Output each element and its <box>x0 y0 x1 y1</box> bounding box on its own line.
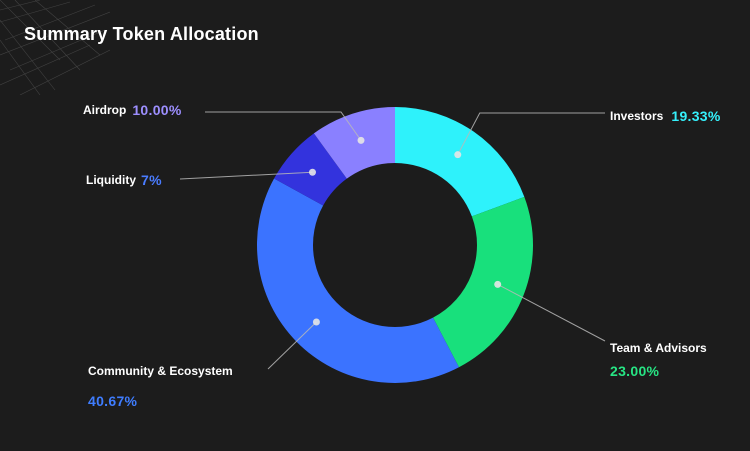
airdrop-value: 10.00% <box>132 102 182 118</box>
airdrop-label: Airdrop <box>83 103 127 117</box>
airdrop-label-group: Airdrop 10.00% <box>83 102 182 118</box>
leader-line-liquidity <box>179 171 313 180</box>
team-advisors-label: Team & Advisors <box>610 341 707 355</box>
slice-community <box>256 178 459 384</box>
page-title: Summary Token Allocation <box>24 24 259 44</box>
community-ecosystem-label: Community & Ecosystem <box>88 364 233 378</box>
team-advisors-label-group: Team & Advisors 23.00% <box>610 340 707 378</box>
leader-line-investors <box>457 112 605 155</box>
liquidity-label-group: Liquidity 7% <box>86 172 162 188</box>
decorative-texture <box>0 0 110 95</box>
slice-investors <box>395 107 525 217</box>
investors-value: 19.33% <box>671 108 721 124</box>
liquidity-value: 7% <box>141 172 162 188</box>
leader-line-airdrop <box>205 111 362 141</box>
investors-label-group: Investors 19.33% <box>610 108 721 124</box>
marker-dot-liquidity <box>308 168 316 176</box>
marker-dot-team <box>494 280 502 288</box>
slice-airdrop <box>313 107 395 179</box>
investors-label: Investors <box>610 109 664 123</box>
leader-line-community <box>267 321 317 370</box>
marker-dot-airdrop <box>357 136 365 144</box>
community-ecosystem-value: 40.67% <box>88 393 138 409</box>
marker-dot-investors <box>454 151 462 159</box>
liquidity-label: Liquidity <box>86 173 136 187</box>
team-advisors-value: 23.00% <box>610 363 660 379</box>
slice-team <box>433 196 533 368</box>
marker-dot-community <box>312 318 320 326</box>
community-ecosystem-label-group: Community & Ecosystem 40.67% <box>88 363 233 408</box>
leader-line-team <box>497 283 606 342</box>
